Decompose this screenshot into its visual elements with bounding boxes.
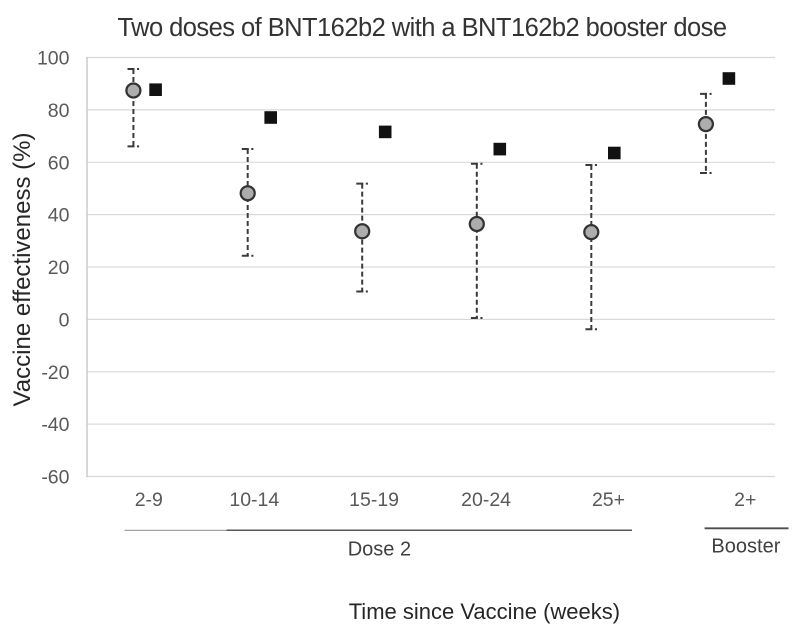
svg-text:-60: -60 <box>41 467 69 489</box>
svg-text:Two doses of BNT162b2 with a B: Two doses of BNT162b2 with a BNT162b2 bo… <box>118 14 727 42</box>
svg-text:25+: 25+ <box>592 489 625 511</box>
svg-text:2-9: 2-9 <box>135 489 163 511</box>
svg-text:Vaccine effectiveness (%): Vaccine effectiveness (%) <box>9 133 36 407</box>
svg-text:2+: 2+ <box>734 489 756 511</box>
svg-text:20: 20 <box>48 257 70 279</box>
svg-text:60: 60 <box>48 152 70 174</box>
svg-text:-20: -20 <box>41 362 69 384</box>
svg-text:0: 0 <box>59 310 70 332</box>
svg-text:-40: -40 <box>41 414 69 436</box>
svg-text:40: 40 <box>48 205 70 227</box>
svg-text:Dose 2: Dose 2 <box>348 539 411 561</box>
svg-text:Booster: Booster <box>711 535 780 557</box>
svg-text:10-14: 10-14 <box>229 489 279 511</box>
svg-text:Time since Vaccine (weeks): Time since Vaccine (weeks) <box>349 599 620 624</box>
svg-text:15-19: 15-19 <box>349 489 399 511</box>
svg-text:80: 80 <box>48 100 70 122</box>
svg-text:20-24: 20-24 <box>461 489 511 511</box>
svg-text:100: 100 <box>37 48 70 70</box>
